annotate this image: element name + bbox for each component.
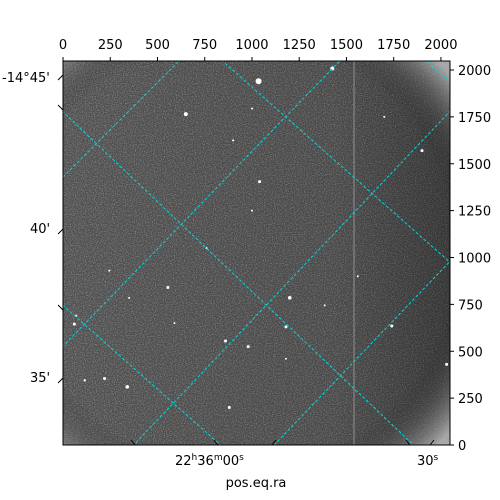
ra-tick-label-part: s bbox=[239, 453, 244, 463]
y-tick-label: 0 bbox=[458, 439, 466, 454]
grid-line bbox=[133, 110, 450, 445]
star-point bbox=[128, 296, 131, 299]
ra-tick-mark bbox=[130, 439, 136, 446]
x-tick-label: 250 bbox=[98, 38, 123, 53]
star-point bbox=[356, 275, 359, 278]
star-point bbox=[250, 209, 253, 212]
star-point bbox=[284, 325, 288, 329]
ra-tick-label-part: s bbox=[434, 453, 439, 463]
ra-axis-bottom bbox=[130, 439, 435, 446]
star-point bbox=[390, 324, 394, 328]
y-tick-label: 1000 bbox=[458, 252, 491, 267]
dec-tick-label: -14°45' bbox=[2, 71, 50, 86]
star-point bbox=[383, 115, 386, 118]
dec-tick-mark bbox=[57, 74, 64, 81]
star-point bbox=[323, 304, 326, 307]
star-point bbox=[224, 339, 228, 343]
x-tick-label: 750 bbox=[192, 38, 217, 53]
dec-tick-mark bbox=[57, 104, 64, 111]
ra-tick-label-part: 00 bbox=[223, 454, 240, 469]
coordinate-grid bbox=[63, 61, 450, 445]
star-point bbox=[250, 107, 253, 110]
image-column-artifact bbox=[353, 61, 355, 445]
dec-tick-mark bbox=[57, 304, 64, 311]
ra-tick-label-part: 22 bbox=[175, 454, 192, 469]
dec-tick-label: 40' bbox=[30, 222, 50, 237]
ra-tick-label-part: 30 bbox=[417, 454, 434, 469]
star-point bbox=[125, 385, 130, 389]
star-point bbox=[255, 78, 262, 85]
star-point bbox=[108, 269, 111, 272]
x-axis-top: 0 250 500 750 1000 1250 1500 1750 2000 bbox=[59, 38, 457, 61]
y-tick-label: 1750 bbox=[458, 111, 491, 126]
star-point bbox=[83, 379, 86, 382]
ra-tick-mark bbox=[429, 439, 435, 446]
star-point bbox=[183, 112, 188, 117]
dec-axis-left bbox=[57, 74, 64, 384]
y-tick-label: 2000 bbox=[458, 64, 491, 79]
y-axis-right: 0 250 500 750 1000 1250 1500 1750 2000 bbox=[450, 64, 491, 454]
grid-line bbox=[63, 111, 415, 445]
x-tick-label: 500 bbox=[145, 38, 170, 53]
ra-tick-label: 30s bbox=[417, 453, 439, 469]
star-point bbox=[284, 357, 287, 360]
ra-tick-label-part: m bbox=[214, 453, 223, 463]
grid-line bbox=[221, 61, 450, 263]
plot-area bbox=[63, 61, 450, 445]
dec-tick-label: 35' bbox=[30, 371, 50, 386]
star-point bbox=[173, 322, 176, 325]
star-point bbox=[420, 149, 424, 153]
ra-tick-label-part: 36 bbox=[197, 454, 214, 469]
y-tick-label: 500 bbox=[458, 345, 483, 360]
ra-tick-label: 22h36m00s bbox=[175, 453, 244, 469]
grid-line bbox=[425, 61, 450, 83]
x-tick-label: 1250 bbox=[283, 38, 316, 53]
star-point bbox=[227, 406, 231, 409]
x-tick-label: 2000 bbox=[424, 38, 457, 53]
x-tick-label: 1000 bbox=[235, 38, 268, 53]
star-point bbox=[246, 345, 250, 349]
star-point bbox=[232, 139, 235, 142]
star-point bbox=[445, 362, 449, 366]
grid-line bbox=[63, 61, 341, 347]
ra-tick-mark bbox=[405, 439, 411, 446]
grid-line bbox=[63, 61, 180, 178]
y-tick-label: 1500 bbox=[458, 158, 491, 173]
y-tick-label: 750 bbox=[458, 298, 483, 313]
y-tick-label: 250 bbox=[458, 392, 483, 407]
grid-line bbox=[273, 260, 450, 445]
ra-tick-label-part: h bbox=[192, 453, 198, 463]
stars-layer bbox=[72, 66, 449, 409]
ra-tick-mark bbox=[213, 439, 219, 446]
y-tick-label: 1250 bbox=[458, 205, 491, 220]
star-point bbox=[287, 296, 292, 300]
star-point bbox=[258, 180, 262, 184]
star-point bbox=[72, 322, 76, 326]
star-point bbox=[166, 286, 170, 289]
plot-frame bbox=[62, 60, 451, 446]
x-tick-label: 1500 bbox=[330, 38, 363, 53]
x-tick-label: 1750 bbox=[377, 38, 410, 53]
dec-tick-mark bbox=[57, 228, 64, 235]
star-point bbox=[103, 376, 107, 380]
grid-line bbox=[63, 304, 222, 445]
dec-tick-mark bbox=[57, 377, 64, 384]
ra-tick-mark bbox=[271, 439, 277, 446]
x-tick-label: 0 bbox=[59, 38, 67, 53]
image-vignette bbox=[63, 61, 450, 445]
x-axis-label: pos.eq.ra bbox=[226, 476, 287, 491]
